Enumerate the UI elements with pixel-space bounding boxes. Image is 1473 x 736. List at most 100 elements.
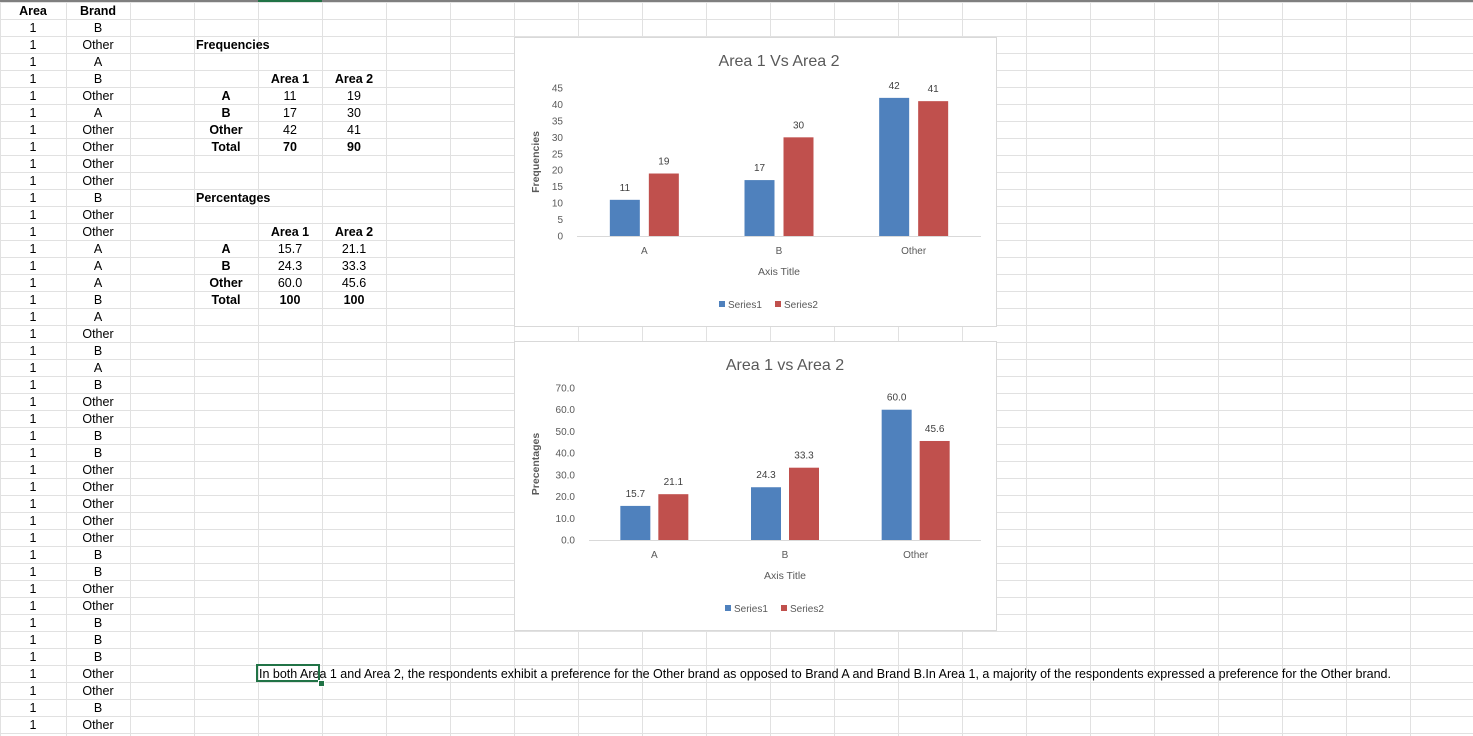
freq-area1-value[interactable]: 17 <box>283 106 297 120</box>
pct-area1-value[interactable]: 15.7 <box>277 242 303 256</box>
fill-handle[interactable] <box>318 680 325 687</box>
brand-cell[interactable]: Other <box>82 38 114 52</box>
freq-area2-value[interactable]: 41 <box>347 123 361 137</box>
freq-row-label[interactable]: Total <box>211 140 241 154</box>
frequencies-title[interactable]: Frequencies <box>196 38 270 52</box>
brand-cell[interactable]: B <box>93 548 103 562</box>
area-cell[interactable]: 1 <box>29 667 37 681</box>
pct-row-label[interactable]: Total <box>211 293 241 307</box>
bar[interactable] <box>620 505 651 540</box>
area-cell[interactable]: 1 <box>29 293 37 307</box>
bar[interactable] <box>881 409 912 540</box>
pct-row-label[interactable]: A <box>221 242 231 256</box>
pct-header-area2[interactable]: Area 2 <box>334 225 374 239</box>
bar[interactable] <box>658 494 689 540</box>
area-cell[interactable]: 1 <box>29 446 37 460</box>
brand-cell[interactable]: Other <box>82 140 114 154</box>
brand-cell[interactable]: A <box>93 106 103 120</box>
freq-row-label[interactable]: Other <box>209 123 243 137</box>
area-cell[interactable]: 1 <box>29 38 37 52</box>
x-axis-title[interactable]: Axis Title <box>758 266 800 278</box>
brand-cell[interactable]: B <box>93 650 103 664</box>
brand-cell[interactable]: B <box>93 344 103 358</box>
area-cell[interactable]: 1 <box>29 242 37 256</box>
freq-area1-value[interactable]: 70 <box>283 140 297 154</box>
pct-area1-value[interactable]: 100 <box>279 293 301 307</box>
brand-cell[interactable]: Other <box>82 599 114 613</box>
brand-cell[interactable]: B <box>93 293 103 307</box>
brand-cell[interactable]: Other <box>82 395 114 409</box>
pct-area2-value[interactable]: 33.3 <box>341 259 367 273</box>
area-cell[interactable]: 1 <box>29 55 37 69</box>
area-cell[interactable]: 1 <box>29 21 37 35</box>
area-cell[interactable]: 1 <box>29 718 37 732</box>
brand-cell[interactable]: Other <box>82 208 114 222</box>
y-axis-title[interactable]: Precentages <box>530 433 542 496</box>
area-cell[interactable]: 1 <box>29 701 37 715</box>
brand-cell[interactable]: B <box>93 72 103 86</box>
legend-entry[interactable]: Series2 <box>790 604 824 615</box>
area-cell[interactable]: 1 <box>29 633 37 647</box>
freq-header-area2[interactable]: Area 2 <box>334 72 374 86</box>
header-area[interactable]: Area <box>19 4 47 18</box>
brand-cell[interactable]: Other <box>82 412 114 426</box>
x-axis-title[interactable]: Axis Title <box>764 570 806 582</box>
legend-entry[interactable]: Series2 <box>784 300 818 311</box>
brand-cell[interactable]: A <box>93 242 103 256</box>
brand-cell[interactable]: B <box>93 378 103 392</box>
area-cell[interactable]: 1 <box>29 208 37 222</box>
area-cell[interactable]: 1 <box>29 72 37 86</box>
brand-cell[interactable]: B <box>93 633 103 647</box>
percentages-title[interactable]: Percentages <box>196 191 271 205</box>
freq-row-label[interactable]: B <box>221 106 231 120</box>
brand-cell[interactable]: Other <box>82 225 114 239</box>
brand-cell[interactable]: A <box>93 276 103 290</box>
y-axis-title[interactable]: Frequencies <box>530 131 542 193</box>
brand-cell[interactable]: A <box>93 310 103 324</box>
brand-cell[interactable]: Other <box>82 174 114 188</box>
brand-cell[interactable]: Other <box>82 89 114 103</box>
area-cell[interactable]: 1 <box>29 106 37 120</box>
area-cell[interactable]: 1 <box>29 276 37 290</box>
brand-cell[interactable]: B <box>93 701 103 715</box>
pct-header-area1[interactable]: Area 1 <box>270 225 310 239</box>
bar[interactable] <box>879 97 910 236</box>
bar[interactable] <box>783 137 814 236</box>
brand-cell[interactable]: Other <box>82 463 114 477</box>
brand-cell[interactable]: B <box>93 565 103 579</box>
area-cell[interactable]: 1 <box>29 429 37 443</box>
conclusion-note[interactable]: In both Area 1 and Area 2, the responden… <box>259 667 1391 681</box>
brand-cell[interactable]: B <box>93 191 103 205</box>
bar[interactable] <box>609 199 640 236</box>
pct-area2-value[interactable]: 100 <box>343 293 365 307</box>
brand-cell[interactable]: B <box>93 616 103 630</box>
brand-cell[interactable]: B <box>93 446 103 460</box>
freq-area2-value[interactable]: 30 <box>347 106 361 120</box>
active-cell-selection[interactable] <box>256 664 320 682</box>
brand-cell[interactable]: Other <box>82 480 114 494</box>
frequency-chart[interactable]: Area 1 Vs Area 2 0 5 10 15 20 25 30 35 40 45 Freque… <box>514 37 997 327</box>
chart-title[interactable]: Area 1 Vs Area 2 <box>719 53 840 70</box>
area-cell[interactable]: 1 <box>29 140 37 154</box>
pct-area2-value[interactable]: 45.6 <box>341 276 367 290</box>
brand-cell[interactable]: A <box>93 259 103 273</box>
brand-cell[interactable]: Other <box>82 667 114 681</box>
legend-entry[interactable]: Series1 <box>734 604 768 615</box>
brand-cell[interactable]: B <box>93 21 103 35</box>
pct-area1-value[interactable]: 24.3 <box>277 259 303 273</box>
area-cell[interactable]: 1 <box>29 497 37 511</box>
area-cell[interactable]: 1 <box>29 582 37 596</box>
percentage-chart[interactable]: Area 1 vs Area 2 0.0 10.0 20.0 30.0 40.0 50.0 6… <box>514 341 997 631</box>
freq-area1-value[interactable]: 11 <box>283 89 297 103</box>
area-cell[interactable]: 1 <box>29 548 37 562</box>
brand-cell[interactable]: B <box>93 429 103 443</box>
freq-row-label[interactable]: A <box>221 89 231 103</box>
freq-area2-value[interactable]: 90 <box>347 140 361 154</box>
header-brand[interactable]: Brand <box>79 4 117 18</box>
bar[interactable] <box>751 487 781 540</box>
legend-entry[interactable]: Series1 <box>728 300 762 311</box>
pct-row-label[interactable]: Other <box>209 276 243 290</box>
area-cell[interactable]: 1 <box>29 378 37 392</box>
area-cell[interactable]: 1 <box>29 123 37 137</box>
area-cell[interactable]: 1 <box>29 191 37 205</box>
